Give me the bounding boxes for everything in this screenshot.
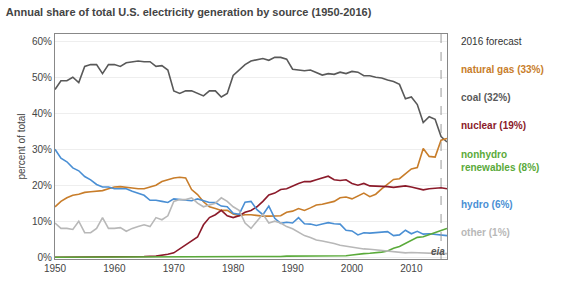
svg-text:nonhydrorenewables (8%): nonhydrorenewables (8%) [461,149,539,173]
svg-text:2000: 2000 [341,263,364,274]
svg-text:0%: 0% [38,252,53,263]
svg-text:1980: 1980 [222,263,245,274]
svg-text:other (1%): other (1%) [461,227,510,238]
svg-text:1960: 1960 [103,263,126,274]
svg-text:2016 forecast: 2016 forecast [461,36,522,47]
svg-text:eia: eia [431,246,445,257]
svg-text:2010: 2010 [400,263,423,274]
svg-text:hydro (6%): hydro (6%) [461,199,513,210]
svg-text:percent of total: percent of total [16,113,27,179]
svg-text:10%: 10% [32,216,52,227]
svg-text:50%: 50% [32,72,52,83]
svg-text:60%: 60% [32,36,52,47]
svg-text:40%: 40% [32,108,52,119]
svg-text:20%: 20% [32,180,52,191]
svg-text:1970: 1970 [163,263,186,274]
svg-text:30%: 30% [32,144,52,155]
svg-text:Annual share of total U.S. ele: Annual share of total U.S. electricity g… [6,6,372,18]
svg-text:1990: 1990 [281,263,304,274]
svg-text:coal (32%): coal (32%) [461,92,510,103]
svg-text:nuclear (19%): nuclear (19%) [461,120,526,131]
svg-text:1950: 1950 [44,263,67,274]
svg-text:natural gas (33%): natural gas (33%) [461,64,544,75]
